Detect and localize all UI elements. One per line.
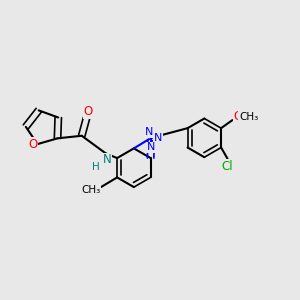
Text: O: O [28,138,37,151]
Text: CH₃: CH₃ [82,185,101,195]
Text: N: N [145,127,153,137]
Text: O: O [233,110,242,123]
Text: CH₃: CH₃ [239,112,258,122]
Text: N: N [147,142,155,152]
Text: Cl: Cl [222,160,233,173]
Text: N: N [103,154,112,166]
Text: O: O [83,105,93,118]
Text: N: N [154,133,162,143]
Text: H: H [92,162,100,172]
